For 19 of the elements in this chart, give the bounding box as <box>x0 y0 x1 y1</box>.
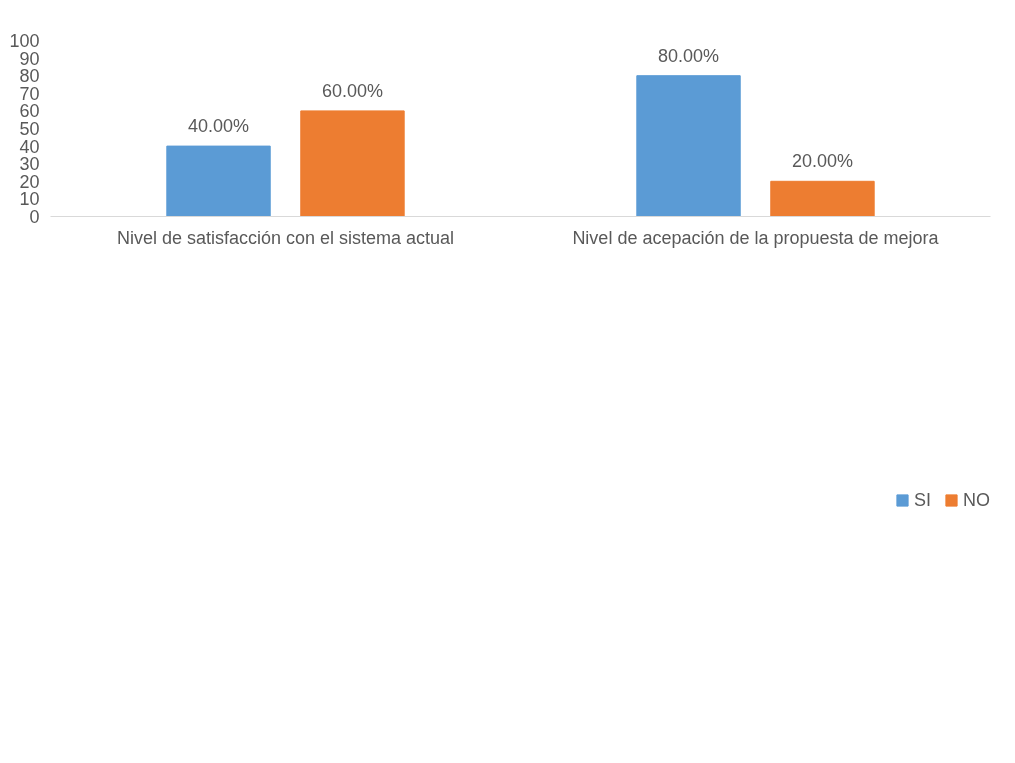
data-label: 20.00% <box>791 151 854 172</box>
y-tick-label: 60 <box>19 101 40 122</box>
data-label: 80.00% <box>658 45 720 66</box>
x-tick-label: Nivel de acepación de la propuesta de mejora <box>572 227 940 248</box>
bar <box>300 110 405 217</box>
y-tick-label: 100 <box>9 31 40 51</box>
legend-label: SI <box>914 489 932 511</box>
data-label: 40.00% <box>188 116 250 137</box>
bar <box>166 145 271 217</box>
y-tick-label: 50 <box>19 119 40 139</box>
legend-label: NO <box>963 489 990 511</box>
y-tick-label: 40 <box>19 136 40 157</box>
y-tick-label: 10 <box>19 189 40 210</box>
bar <box>770 180 875 217</box>
bar <box>636 75 741 217</box>
y-tick-label: 90 <box>19 48 40 69</box>
x-tick-label: Nivel de satisfacción con el sistema actual <box>116 227 455 248</box>
data-label: 60.00% <box>321 80 384 101</box>
y-tick-label: 0 <box>29 207 40 227</box>
